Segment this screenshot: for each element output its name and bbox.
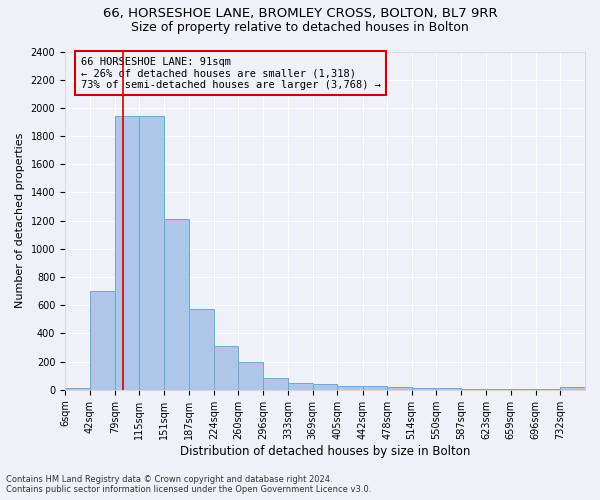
- Bar: [115, 116, 139, 390]
- Bar: [288, 383, 313, 390]
- Bar: [214, 346, 238, 390]
- Bar: [362, 386, 387, 390]
- Text: Contains HM Land Registry data © Crown copyright and database right 2024.
Contai: Contains HM Land Registry data © Crown c…: [6, 474, 371, 494]
- Text: Size of property relative to detached houses in Bolton: Size of property relative to detached ho…: [131, 21, 469, 34]
- Bar: [238, 362, 263, 390]
- Bar: [337, 386, 362, 390]
- Bar: [461, 389, 486, 390]
- Bar: [89, 291, 115, 390]
- Bar: [511, 389, 536, 390]
- Bar: [436, 388, 461, 390]
- Bar: [139, 116, 164, 390]
- Text: 66, HORSESHOE LANE, BROMLEY CROSS, BOLTON, BL7 9RR: 66, HORSESHOE LANE, BROMLEY CROSS, BOLTO…: [103, 8, 497, 20]
- Bar: [536, 389, 560, 390]
- Text: 66 HORSESHOE LANE: 91sqm
← 26% of detached houses are smaller (1,318)
73% of sem: 66 HORSESHOE LANE: 91sqm ← 26% of detach…: [80, 56, 380, 90]
- Bar: [486, 389, 511, 390]
- Bar: [188, 310, 214, 390]
- Bar: [263, 378, 288, 390]
- X-axis label: Distribution of detached houses by size in Bolton: Distribution of detached houses by size …: [180, 444, 470, 458]
- Bar: [412, 388, 436, 390]
- Bar: [164, 218, 188, 390]
- Bar: [313, 384, 337, 390]
- Bar: [387, 387, 412, 390]
- Y-axis label: Number of detached properties: Number of detached properties: [15, 133, 25, 308]
- Bar: [560, 387, 585, 390]
- Bar: [65, 388, 89, 390]
